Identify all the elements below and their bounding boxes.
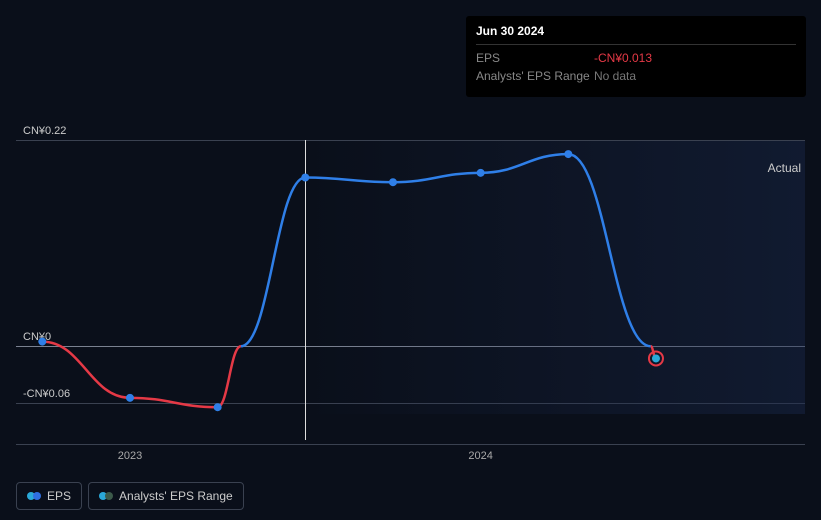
legend-eps[interactable]: EPS: [16, 482, 82, 510]
range-dot-icon: [99, 492, 113, 500]
tooltip-range-label: Analysts' EPS Range: [476, 69, 594, 83]
legend-range[interactable]: Analysts' EPS Range: [88, 482, 244, 510]
tooltip-row-range: Analysts' EPS Range No data: [476, 67, 796, 85]
legend-eps-label: EPS: [47, 489, 71, 503]
tooltip-eps-value: -CN¥0.013: [594, 51, 652, 65]
tooltip-eps-label: EPS: [476, 51, 594, 65]
tooltip-range-value: No data: [594, 69, 636, 83]
actual-label: Actual: [768, 161, 801, 175]
x-label: 2023: [118, 450, 142, 462]
x-label: 2024: [468, 450, 492, 462]
tooltip: Jun 30 2024 EPS -CN¥0.013 Analysts' EPS …: [466, 16, 806, 97]
tooltip-row-eps: EPS -CN¥0.013: [476, 49, 796, 67]
legend: EPS Analysts' EPS Range: [16, 482, 244, 510]
tooltip-date: Jun 30 2024: [476, 24, 796, 45]
legend-range-label: Analysts' EPS Range: [119, 489, 233, 503]
eps-chart: CN¥0.22CN¥0-CN¥0.06 Actual 20232024 Jun …: [0, 0, 821, 520]
eps-dot-icon: [27, 492, 41, 500]
